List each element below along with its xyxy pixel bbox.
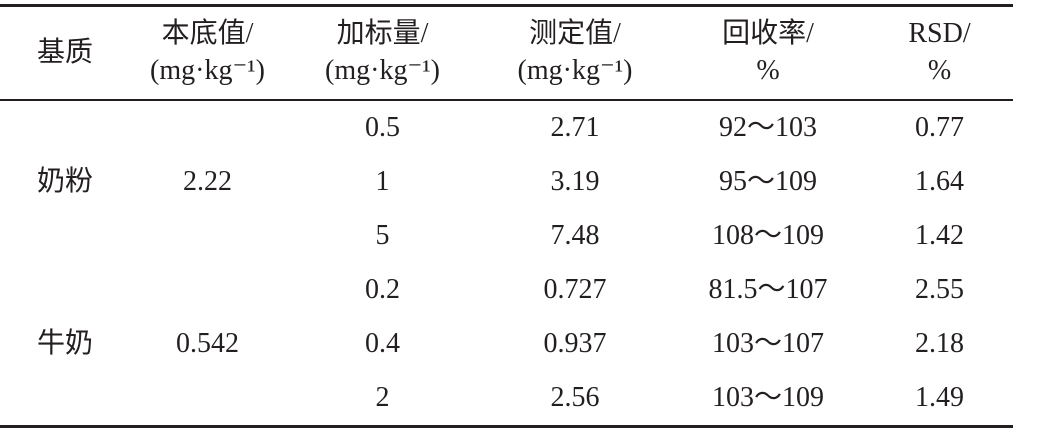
- header-unit: (mg·kg⁻¹): [150, 55, 265, 86]
- cell-measured-value: 2.71: [550, 111, 600, 143]
- cell-rsd: 2.18: [915, 327, 964, 359]
- table-row: 牛奶 0.542 0.2 0.727 81.5～107 2.55: [0, 263, 1013, 359]
- header-row: 基质 本底值/ (mg·kg⁻¹) 加标量/ (mg·kg⁻¹) 测定值/ (m…: [0, 5, 1013, 101]
- table-row: 奶粉 2.22 0.5 2.71 92～103 0.77: [0, 100, 1013, 197]
- cell-recovery-rate: 92～103: [718, 111, 817, 143]
- table-body: 奶粉 2.22 0.5 2.71 92～103 0.77 1 3.19 95～1…: [0, 100, 1013, 427]
- recovery-results-table: 基质 本底值/ (mg·kg⁻¹) 加标量/ (mg·kg⁻¹) 测定值/ (m…: [0, 4, 1013, 428]
- cell-background-value: 0.542: [176, 327, 239, 359]
- cell-spike-amount: 0.2: [365, 273, 400, 305]
- cell-measured-value: 2.56: [550, 381, 600, 413]
- cell-recovery-rate: 103～107: [711, 327, 824, 359]
- cell-measured-value: 7.48: [550, 219, 600, 251]
- header-unit: (mg·kg⁻¹): [517, 55, 633, 86]
- cell-matrix: 牛奶: [36, 327, 93, 359]
- column-header-background-value: 本底值/ (mg·kg⁻¹): [130, 5, 285, 101]
- cell-spike-amount: 2: [375, 381, 390, 413]
- cell-rsd: 1.42: [915, 219, 964, 251]
- cell-rsd: 2.55: [915, 273, 964, 305]
- cell-recovery-rate: 81.5～107: [708, 273, 828, 305]
- header-unit: %: [756, 55, 780, 86]
- cell-measured-value: 3.19: [550, 165, 600, 197]
- cell-recovery-rate: 95～109: [718, 165, 817, 197]
- header-label: 加标量/: [336, 18, 429, 50]
- column-header-spike-amount: 加标量/ (mg·kg⁻¹): [285, 5, 480, 101]
- header-label: 本底值/: [161, 18, 254, 50]
- cell-spike-amount: 0.4: [365, 327, 400, 359]
- cell-recovery-rate: 108～109: [711, 219, 824, 251]
- table-container: 基质 本底值/ (mg·kg⁻¹) 加标量/ (mg·kg⁻¹) 测定值/ (m…: [0, 4, 1013, 428]
- cell-measured-value: 0.727: [543, 273, 607, 305]
- header-unit: (mg·kg⁻¹): [325, 55, 440, 86]
- cell-rsd: 1.49: [915, 381, 964, 413]
- cell-rsd: 0.77: [915, 111, 964, 143]
- header-unit: %: [927, 55, 952, 86]
- cell-measured-value: 0.937: [543, 327, 607, 359]
- table-row: 0.4 0.937 103～107 2.18: [0, 317, 1013, 371]
- table-row: 1 3.19 95～109 1.64: [0, 155, 1013, 209]
- header-label: 测定值/: [529, 18, 621, 50]
- cell-matrix: 奶粉: [36, 165, 93, 197]
- cell-background-value: 2.22: [183, 165, 232, 197]
- table-row: 5 7.48 108～109 1.42: [0, 209, 1013, 263]
- header-label: RSD/: [908, 18, 971, 50]
- header-label: 回收率/: [722, 18, 814, 50]
- column-header-matrix: 基质: [0, 5, 130, 101]
- cell-spike-amount: 1: [375, 165, 390, 197]
- cell-recovery-rate: 103～109: [711, 381, 824, 413]
- cell-rsd: 1.64: [915, 165, 964, 197]
- table-row: 2 2.56 103～109 1.49: [0, 371, 1013, 427]
- cell-spike-amount: 0.5: [365, 111, 400, 143]
- column-header-recovery-rate: 回收率/ %: [670, 5, 866, 101]
- column-header-measured-value: 测定值/ (mg·kg⁻¹): [480, 5, 670, 101]
- header-label: 基质: [36, 36, 93, 68]
- table-header: 基质 本底值/ (mg·kg⁻¹) 加标量/ (mg·kg⁻¹) 测定值/ (m…: [0, 5, 1013, 101]
- column-header-rsd: RSD/ %: [866, 5, 1013, 101]
- cell-spike-amount: 5: [375, 219, 390, 251]
